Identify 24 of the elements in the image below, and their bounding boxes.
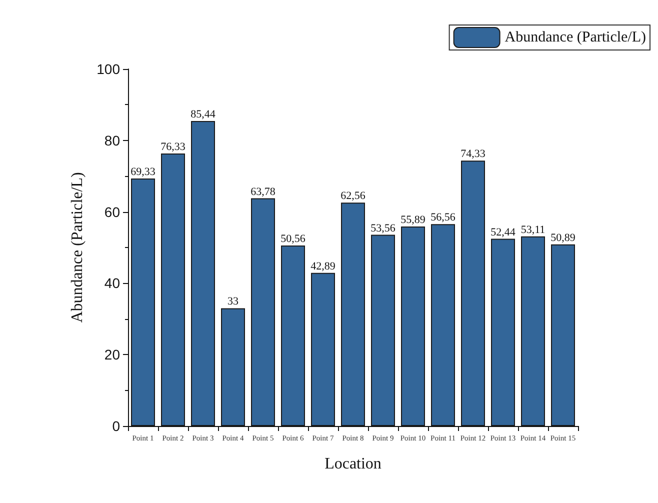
data-label: 50,56: [280, 233, 306, 245]
x-axis-title: Location: [324, 456, 382, 472]
y-tick-label: 100: [96, 61, 120, 77]
data-label: 53,56: [370, 222, 396, 234]
data-label: 50,89: [550, 232, 576, 244]
data-label: 53,11: [520, 224, 546, 236]
data-label: 56,56: [430, 212, 456, 224]
y-axis-title: Abundance (Particle/L): [69, 172, 86, 323]
data-label: 74,33: [460, 148, 486, 160]
y-tick-label: 80: [104, 132, 120, 148]
legend-label: Abundance (Particle/L): [504, 30, 646, 46]
y-tick-label: 60: [104, 204, 120, 220]
data-label: 62,56: [340, 190, 366, 202]
data-label: 33: [228, 296, 239, 308]
data-label: 76,33: [160, 141, 186, 153]
y-tick-label: 20: [104, 346, 120, 363]
data-label: 55,89: [400, 214, 426, 226]
data-label: 63,78: [250, 186, 276, 198]
y-tick-label: 40: [104, 275, 120, 292]
data-label: 52,44: [490, 226, 516, 238]
data-label: 85,44: [190, 108, 216, 120]
y-tick-label: 0: [112, 418, 120, 434]
data-label: 69,33: [130, 166, 156, 178]
data-label: 42,89: [310, 260, 336, 272]
